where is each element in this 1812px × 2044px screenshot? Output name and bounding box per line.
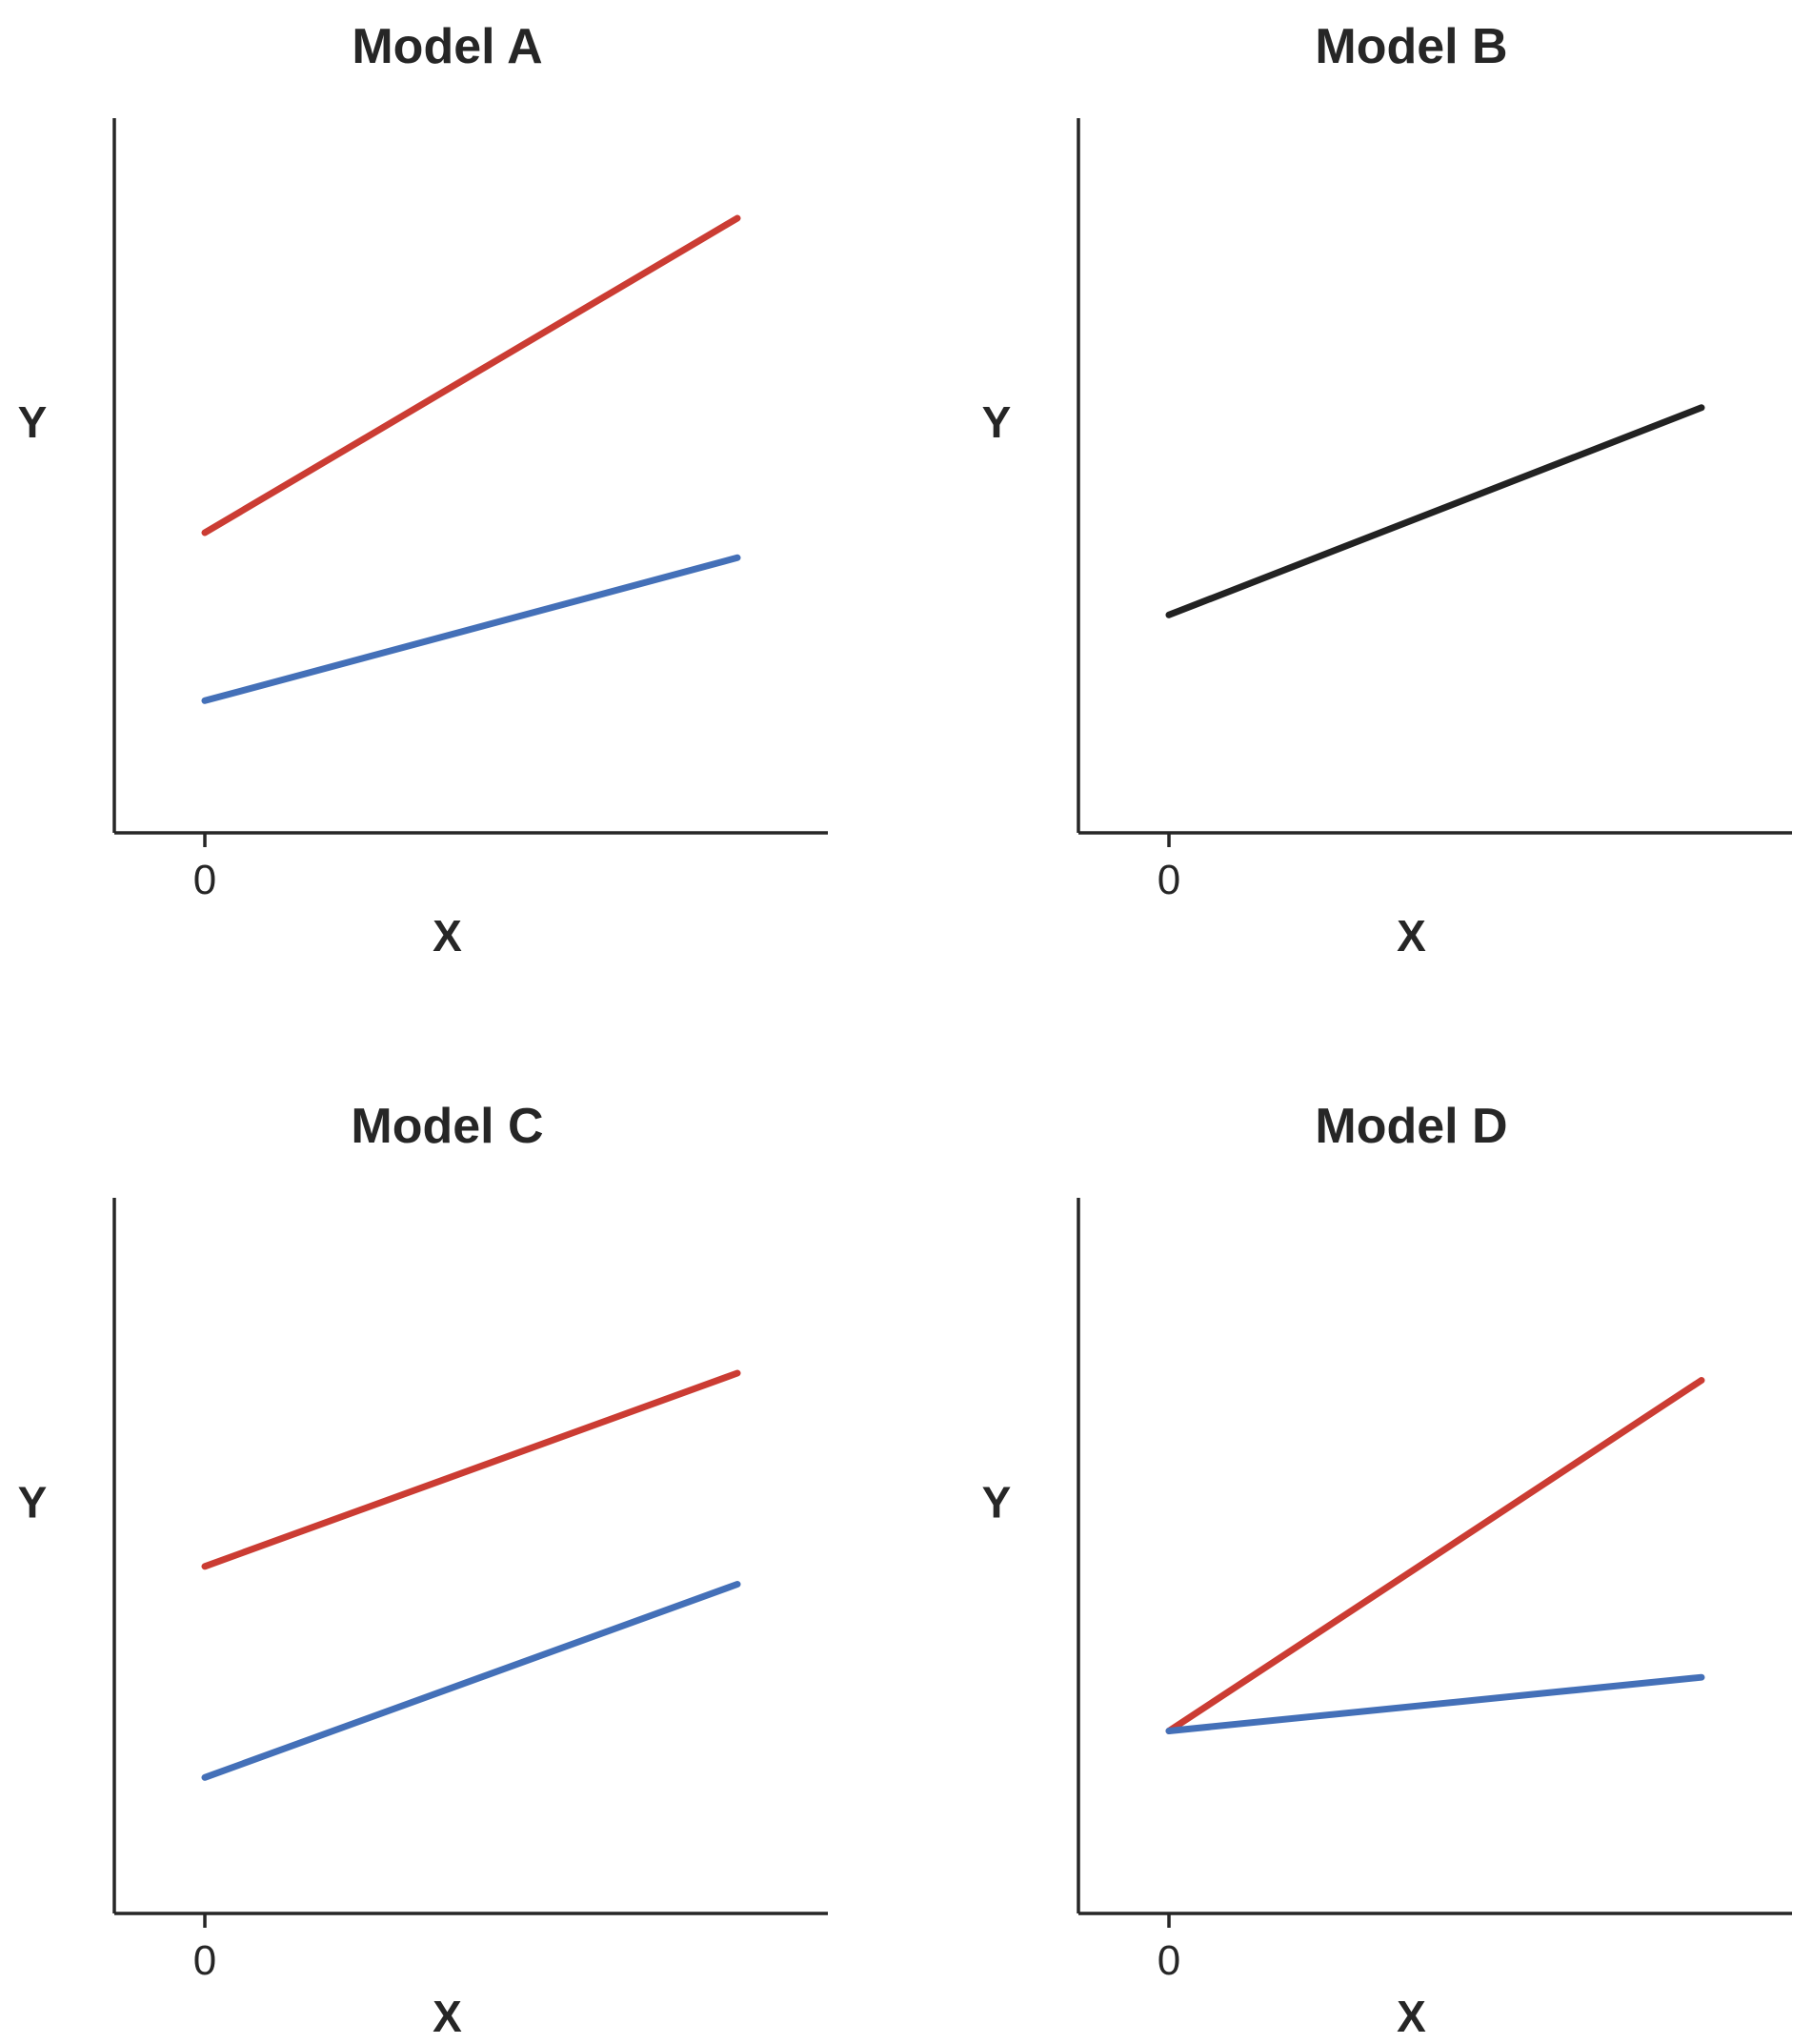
series-line-red [201,214,741,536]
chart-title: Model D [1315,1099,1507,1154]
series-line-blue [201,554,741,704]
chart-panel-2: Model B 0 X Y [982,19,1792,961]
series-line-blue [1165,1673,1705,1734]
x-axis-label: X [433,1992,462,2041]
y-axis-label: Y [18,1478,48,1528]
y-axis-label: Y [982,397,1012,447]
chart-title: Model A [352,19,542,74]
chart-panel-1: Model A 0 X Y [18,19,828,961]
x-tick-label: 0 [1158,857,1180,903]
x-tick-label: 0 [193,1937,216,1984]
x-tick-label: 0 [1158,1937,1180,1984]
x-axis-label: X [1397,911,1426,961]
y-axis-label: Y [982,1478,1012,1528]
series-line-red [1165,1377,1705,1734]
series-line-black [1165,404,1705,618]
x-axis-label: X [433,911,462,961]
chart-panel-3: Model C 0 X Y [18,1099,828,2041]
chart-panel-4: Model D 0 X Y [982,1099,1792,2041]
x-tick-label: 0 [193,857,216,903]
chart-title: Model B [1315,19,1507,74]
chart-title: Model C [351,1099,543,1154]
series-line-red [201,1369,741,1570]
x-axis-label: X [1397,1992,1426,2041]
series-line-blue [201,1581,741,1781]
y-axis-label: Y [18,397,48,447]
